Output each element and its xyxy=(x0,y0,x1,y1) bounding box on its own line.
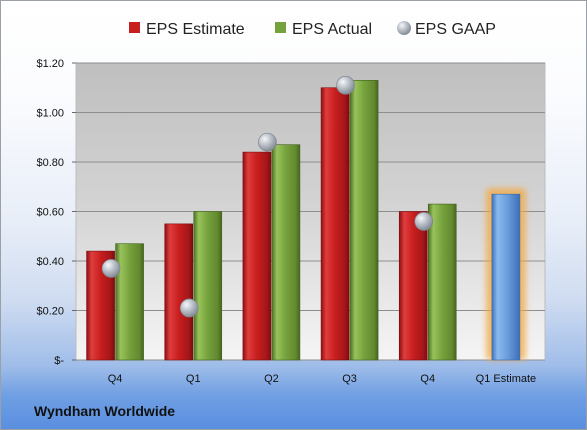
legend-swatch-estimate xyxy=(129,22,140,33)
y-tick-label: $- xyxy=(54,355,64,367)
y-axis: $- $0.20 $0.40 $0.60 $0.80 $1.00 $1.20 xyxy=(36,58,76,367)
bar-eps-estimate xyxy=(398,211,428,361)
legend-swatch-gaap xyxy=(397,21,411,35)
bar-eps-actual xyxy=(193,211,223,361)
y-tick-label: $1.20 xyxy=(36,58,64,70)
x-category-label: Q3 xyxy=(342,373,357,385)
legend-item-gaap: EPS GAAP xyxy=(397,21,496,38)
bar-eps-estimate xyxy=(242,151,272,361)
gridlines xyxy=(76,62,545,361)
y-tick-label: $0.40 xyxy=(36,256,64,268)
point-eps-gaap xyxy=(101,259,121,278)
bar-eps-actual xyxy=(271,144,301,361)
bar-eps-estimate xyxy=(164,223,194,361)
legend-label-gaap: EPS GAAP xyxy=(415,21,496,38)
y-tick-label: $0.60 xyxy=(36,207,64,219)
point-eps-gaap xyxy=(258,132,277,152)
x-category-label: Q4 xyxy=(420,373,435,385)
bar-eps-actual xyxy=(427,203,457,361)
x-category-label: Q1 xyxy=(186,373,201,385)
point-eps-gaap xyxy=(336,75,355,95)
bar-future-estimate xyxy=(491,193,521,361)
company-name: Wyndham Worldwide xyxy=(34,403,176,419)
y-tick-label: $1.00 xyxy=(36,108,64,120)
x-category-label: Q1 Estimate xyxy=(476,373,537,385)
legend-swatch-actual xyxy=(275,22,286,33)
legend: EPS Estimate EPS Actual EPS GAAP xyxy=(129,21,496,38)
legend-item-estimate: EPS Estimate xyxy=(129,21,245,38)
bar-eps-actual xyxy=(115,243,144,361)
bar-eps-estimate xyxy=(320,87,350,361)
point-eps-gaap xyxy=(179,298,199,318)
point-eps-gaap xyxy=(414,212,434,231)
legend-label-estimate: EPS Estimate xyxy=(146,21,245,38)
legend-item-actual: EPS Actual xyxy=(275,21,372,38)
y-tick-label: $0.80 xyxy=(36,157,64,169)
legend-label-actual: EPS Actual xyxy=(292,21,372,38)
bar-eps-actual xyxy=(349,80,379,361)
x-category-label: Q4 xyxy=(108,373,123,385)
x-category-label: Q2 xyxy=(264,373,279,385)
gaap-points-layer xyxy=(101,75,434,318)
y-tick-label: $0.20 xyxy=(36,306,64,318)
x-axis: Q4 Q1 Q2 Q3 Q4 Q1 Estimate xyxy=(108,373,536,385)
bars-layer xyxy=(86,80,526,361)
